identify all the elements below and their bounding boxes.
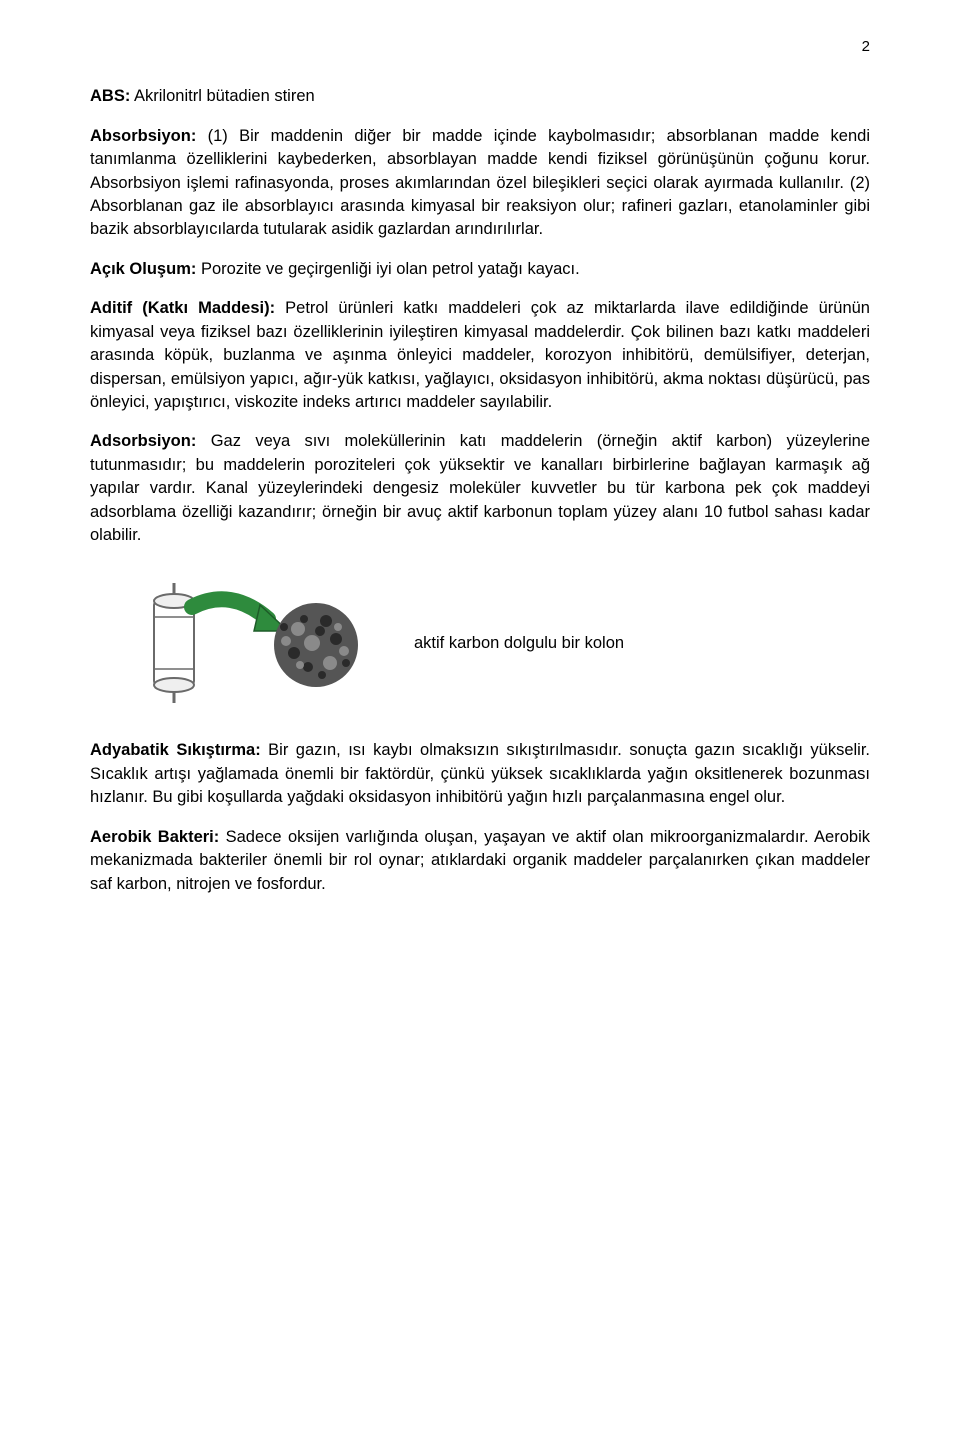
entry-absorbsiyon: Absorbsiyon: (1) Bir maddenin diğer bir … <box>90 125 870 242</box>
term: Aditif (Katkı Maddesi): <box>90 299 275 317</box>
entry-acik-olusum: Açık Oluşum: Porozite ve geçirgenliği iy… <box>90 258 870 281</box>
term: ABS: <box>90 87 130 105</box>
carbon-ball <box>274 603 358 687</box>
definition: Gaz veya sıvı moleküllerinin katı maddel… <box>90 432 870 544</box>
entry-adsorbsiyon: Adsorbsiyon: Gaz veya sıvı moleküllerini… <box>90 430 870 547</box>
definition: Porozite ve geçirgenliği iyi olan petrol… <box>196 260 579 278</box>
definition: Akrilonitrl bütadien stiren <box>130 87 314 105</box>
entry-adyabatik: Adyabatik Sıkıştırma: Bir gazın, ısı kay… <box>90 739 870 809</box>
figure-caption: aktif karbon dolgulu bir kolon <box>414 632 624 655</box>
entry-aditif: Aditif (Katkı Maddesi): Petrol ürünleri … <box>90 297 870 414</box>
term: Adsorbsiyon: <box>90 432 196 450</box>
column-carbon-diagram-icon <box>136 573 386 713</box>
term: Açık Oluşum: <box>90 260 196 278</box>
figure-active-carbon: aktif karbon dolgulu bir kolon <box>136 573 870 713</box>
term: Absorbsiyon: <box>90 127 196 145</box>
term: Aerobik Bakteri: <box>90 828 219 846</box>
entry-abs: ABS: Akrilonitrl bütadien stiren <box>90 85 870 108</box>
entry-aerobik: Aerobik Bakteri: Sadece oksijen varlığın… <box>90 826 870 896</box>
term: Adyabatik Sıkıştırma: <box>90 741 261 759</box>
definition: (1) Bir maddenin diğer bir madde içinde … <box>90 127 870 239</box>
page-number: 2 <box>90 36 870 57</box>
